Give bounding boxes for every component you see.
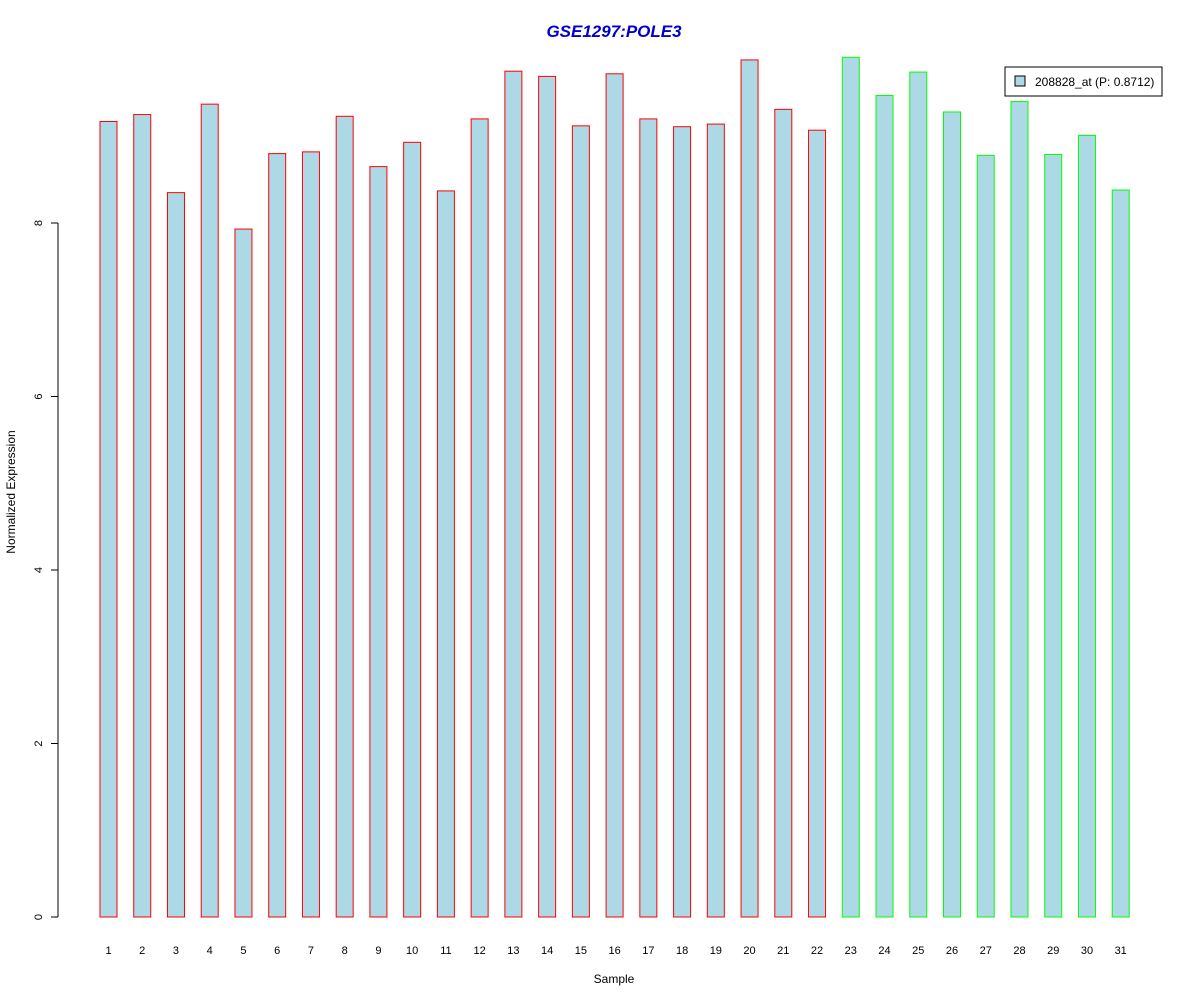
x-tick-label: 13 [507,945,519,957]
x-tick-label: 9 [375,945,381,957]
x-tick-label: 17 [642,945,654,957]
legend-swatch [1014,75,1026,87]
x-axis-label: Sample [594,972,635,986]
x-tick-label: 27 [980,945,992,957]
x-tick-label: 18 [676,945,688,957]
bars-group [99,56,1130,918]
bar-sample-18 [673,126,692,918]
bar-sample-9 [369,166,388,918]
x-tick-label: 26 [946,945,958,957]
x-tick-label: 31 [1115,945,1127,957]
x-tick-label: 2 [139,945,145,957]
bar-sample-27 [976,154,995,918]
bar-sample-11 [436,190,455,918]
bar-sample-2 [133,114,152,918]
x-tick-label: 3 [173,945,179,957]
x-tick-label: 29 [1047,945,1059,957]
bar-sample-1 [99,121,118,918]
bar-sample-16 [605,73,624,918]
bar-sample-25 [909,71,928,918]
y-tick-label: 0 [33,914,45,920]
x-tick-label: 30 [1081,945,1093,957]
x-tick-label: 7 [308,945,314,957]
bar-sample-23 [841,56,860,918]
x-tick-label: 15 [575,945,587,957]
x-tick-label: 4 [207,945,213,957]
x-tick-label: 25 [912,945,924,957]
x-tick-label: 5 [240,945,246,957]
bar-sample-24 [875,94,894,918]
bar-sample-30 [1077,134,1096,918]
x-tick-label: 28 [1013,945,1025,957]
bar-sample-20 [740,59,759,918]
x-tick-label: 12 [474,945,486,957]
x-tick-label: 10 [406,945,418,957]
bar-sample-6 [268,153,287,918]
bar-sample-28 [1010,101,1029,918]
bar-sample-21 [774,108,793,918]
y-axis-label: Normalized Expression [4,430,18,553]
x-tick-label: 14 [541,945,553,957]
y-tick-label: 8 [33,220,45,226]
x-tick-label: 6 [274,945,280,957]
x-tick-labels: 1 2 3 4 5 6 7 8 9 10 11 12 13 14 15 16 17 18 19 20 21 22 23 24 2… [105,945,1126,957]
x-tick-label: 1 [105,945,111,957]
bar-sample-8 [335,115,354,918]
bar-sample-29 [1044,153,1063,918]
x-tick-label: 16 [608,945,620,957]
y-axis: 0 2 4 6 8 [33,220,59,920]
y-tick-label: 6 [33,393,45,399]
bar-sample-22 [808,129,827,918]
bar-sample-3 [166,192,185,918]
bar-sample-19 [706,123,725,918]
legend: 208828_at (P: 0.8712) [1004,66,1163,97]
x-tick-label: 24 [878,945,890,957]
bar-sample-14 [538,75,557,918]
bar-sample-4 [200,103,219,918]
bar-sample-7 [301,151,320,918]
x-tick-label: 22 [811,945,823,957]
y-tick-label: 2 [33,740,45,746]
legend-label: 208828_at (P: 0.8712) [1035,75,1154,89]
x-tick-label: 20 [743,945,755,957]
bar-sample-12 [470,118,489,918]
x-tick-label: 8 [342,945,348,957]
x-tick-label: 11 [440,945,451,957]
bar-sample-13 [504,70,523,918]
legend-box [1004,66,1163,97]
x-tick-label: 19 [710,945,722,957]
bar-sample-31 [1111,189,1130,918]
bar-sample-5 [234,228,253,918]
bar-sample-26 [943,111,961,918]
chart-title: GSE1297:POLE3 [546,22,682,41]
bar-sample-15 [571,125,590,918]
y-tick-label: 4 [33,567,45,573]
x-tick-label: 23 [845,945,857,957]
bar-sample-17 [639,118,658,918]
bar-sample-10 [403,141,422,918]
x-tick-label: 21 [777,945,789,957]
